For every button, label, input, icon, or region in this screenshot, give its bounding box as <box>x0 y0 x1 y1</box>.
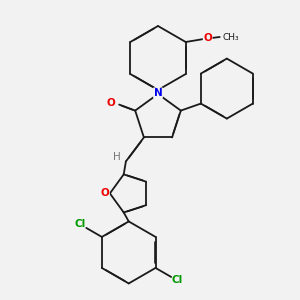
Text: H: H <box>113 152 121 162</box>
Text: Cl: Cl <box>172 275 183 285</box>
Text: O: O <box>203 33 212 43</box>
Text: Cl: Cl <box>75 219 86 230</box>
Text: O: O <box>107 98 116 108</box>
Text: O: O <box>100 188 109 198</box>
Text: N: N <box>154 88 162 98</box>
Text: CH₃: CH₃ <box>223 32 239 41</box>
